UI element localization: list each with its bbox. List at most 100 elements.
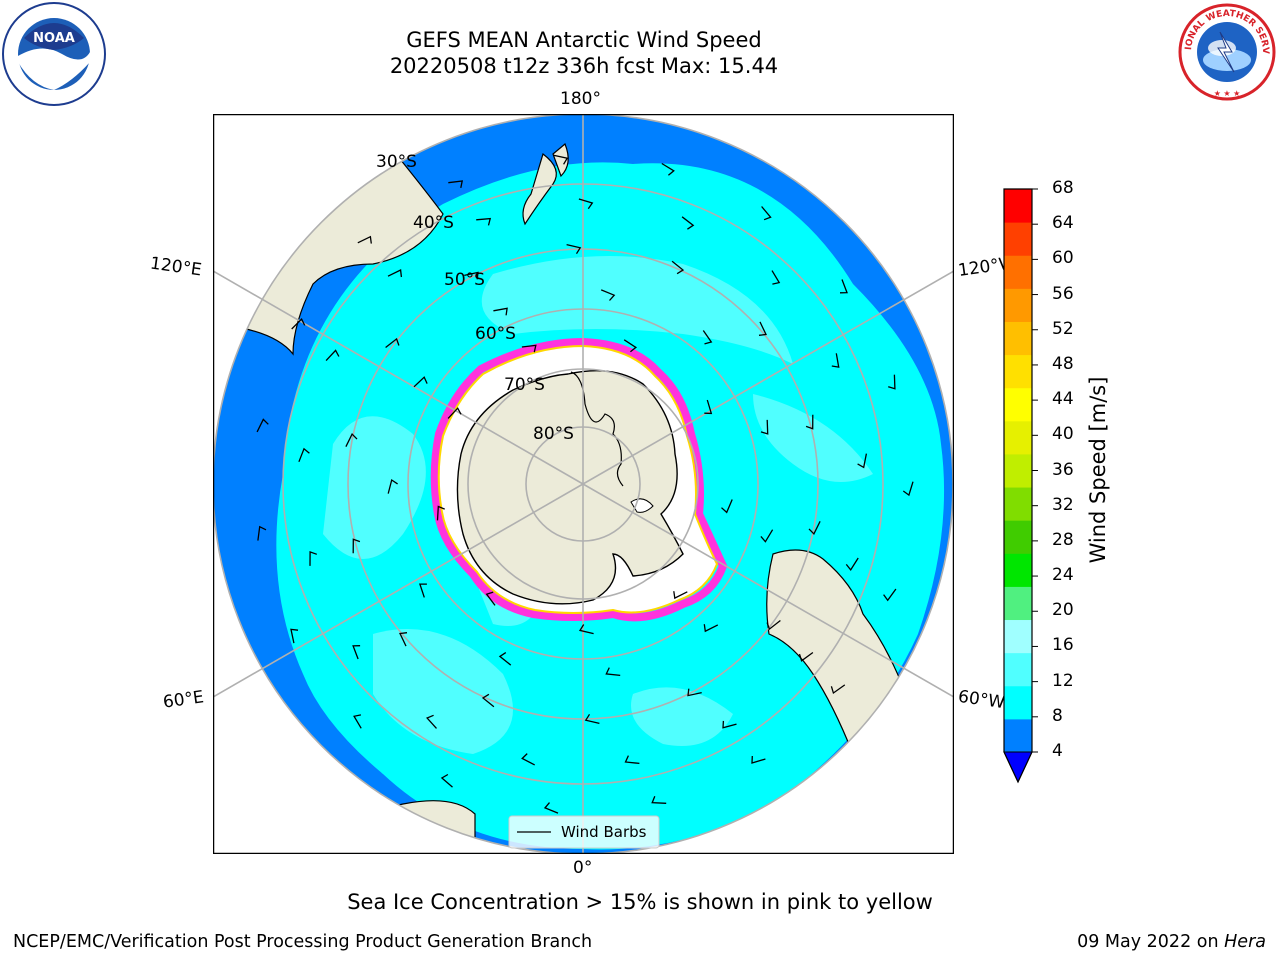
- wind-barb: [857, 453, 868, 469]
- colorbar-tick-label: 36: [1052, 459, 1074, 480]
- parallel-label-70s: 70°S: [504, 375, 545, 395]
- colorbar-title: Wind Speed [m/s]: [1086, 376, 1110, 564]
- wind-barb: [543, 802, 559, 814]
- wind-barb: [830, 684, 846, 695]
- wind-barb: [798, 651, 814, 662]
- wind-barb: [704, 399, 713, 415]
- colorbar-tick-label: 48: [1052, 353, 1074, 374]
- meridian-label-60w: 60°W: [956, 686, 1007, 714]
- wind-barb: [702, 330, 713, 345]
- wind-barb: [298, 447, 310, 463]
- colorbar-under-arrow: [1003, 751, 1033, 784]
- wind-barb: [291, 317, 306, 330]
- polar-map: Wind Barbs: [213, 114, 954, 854]
- colorbar-tick-label: 28: [1052, 529, 1074, 550]
- wind-barb: [257, 525, 267, 541]
- meridian-label-180: 180°: [560, 89, 601, 109]
- credit-right: 09 May 2022 on Hera: [1077, 932, 1266, 952]
- colorbar-segment: [1004, 288, 1032, 322]
- wind-barb: [521, 344, 537, 353]
- colorbar-segment: [1004, 520, 1032, 554]
- wind-barb: [399, 632, 408, 647]
- meridian-label-120e: 120°E: [148, 253, 203, 281]
- wind-barb: [578, 198, 594, 210]
- wind-barb: [345, 432, 358, 447]
- wind-barb: [464, 271, 479, 280]
- parallel-label-50s: 50°S: [444, 270, 485, 290]
- colorbar-tick-label: 24: [1052, 565, 1074, 586]
- wind-barb: [290, 628, 299, 644]
- wind-barb: [476, 217, 492, 226]
- wind-barb: [687, 688, 702, 697]
- wind-barb: [623, 339, 638, 353]
- wind-barb: [831, 353, 840, 368]
- colorbar-tick-label: 52: [1052, 318, 1074, 339]
- colorbar-segment: [1004, 553, 1032, 587]
- colorbar-segment: [1004, 619, 1032, 654]
- sea-ice-edge: [430, 337, 728, 622]
- wind-barb: [485, 591, 496, 606]
- wind-barb: [721, 499, 733, 514]
- colorbar-segment: [1004, 255, 1032, 289]
- colorbar-segment: [1004, 222, 1032, 256]
- wind-barb: [448, 180, 464, 189]
- wind-barb: [661, 162, 675, 176]
- colorbar-segment: [1004, 387, 1032, 422]
- wind-barb: [751, 755, 766, 764]
- wind-barb: [566, 243, 582, 255]
- wind-barb: [447, 407, 462, 419]
- wind-barb: [584, 713, 600, 725]
- wind-barb: [671, 260, 685, 275]
- wind-barb: [771, 270, 781, 285]
- wind-barb: [353, 714, 362, 729]
- wind-barb: [766, 619, 781, 631]
- wind-barb: [493, 307, 508, 316]
- credit-left: NCEP/EMC/Verification Post Processing Pr…: [13, 932, 593, 952]
- wind-barbs: [256, 154, 914, 814]
- wind-barb: [888, 374, 896, 390]
- colorbar-tick-label: 60: [1052, 248, 1074, 269]
- wind-barb: [481, 693, 495, 708]
- colorbar: [1000, 186, 1040, 786]
- wind-barb: [413, 376, 428, 388]
- colorbar-segment: [1004, 420, 1032, 455]
- map-legend: Wind Barbs: [508, 815, 660, 849]
- wind-barb: [760, 419, 769, 435]
- wind-barb: [498, 652, 512, 666]
- wind-barb: [357, 235, 372, 244]
- wind-barb: [605, 667, 621, 677]
- colorbar-tick-label: 8: [1052, 705, 1063, 726]
- colorbar-tick-label: 32: [1052, 494, 1074, 515]
- wind-barb: [681, 216, 695, 230]
- noaa-logo-icon: NOAA: [2, 2, 106, 110]
- legend-label: Wind Barbs: [561, 823, 647, 841]
- sea-ice-footnote: Sea Ice Concentration > 15% is shown in …: [347, 890, 933, 914]
- wind-barb: [521, 753, 535, 766]
- wind-barb: [387, 478, 398, 494]
- wind-barb: [578, 624, 594, 635]
- colorbar-tick-label: 68: [1052, 178, 1074, 198]
- svg-text:★ ★ ★: ★ ★ ★: [1214, 89, 1241, 98]
- wind-barb: [352, 538, 361, 554]
- colorbar-tick-label: 16: [1052, 635, 1074, 656]
- wind-barb: [309, 550, 318, 566]
- wind-barb: [673, 591, 688, 600]
- colorbar-tick-label: 12: [1052, 670, 1074, 691]
- colorbar-tick-label: 56: [1052, 283, 1074, 304]
- colorbar-segment: [1004, 354, 1032, 389]
- parallel-label-60s: 60°S: [475, 324, 516, 344]
- chart-title: GEFS MEAN Antarctic Wind Speed: [406, 28, 762, 52]
- wind-barb: [845, 557, 859, 572]
- wind-barb: [440, 773, 453, 788]
- wind-barb: [436, 505, 445, 521]
- colorbar-segment: [1004, 321, 1032, 356]
- wind-barb: [600, 289, 616, 301]
- wind-barb: [385, 337, 400, 349]
- wind-barb: [883, 588, 897, 602]
- wind-barb: [839, 279, 848, 294]
- colorbar-tick-label: 44: [1052, 389, 1074, 410]
- chart-subtitle: 20220508 t12z 336h fcst Max: 15.44: [389, 54, 779, 78]
- noaa-logo-text: NOAA: [33, 31, 75, 46]
- colorbar-segment: [1004, 685, 1032, 720]
- wind-barb: [352, 645, 361, 660]
